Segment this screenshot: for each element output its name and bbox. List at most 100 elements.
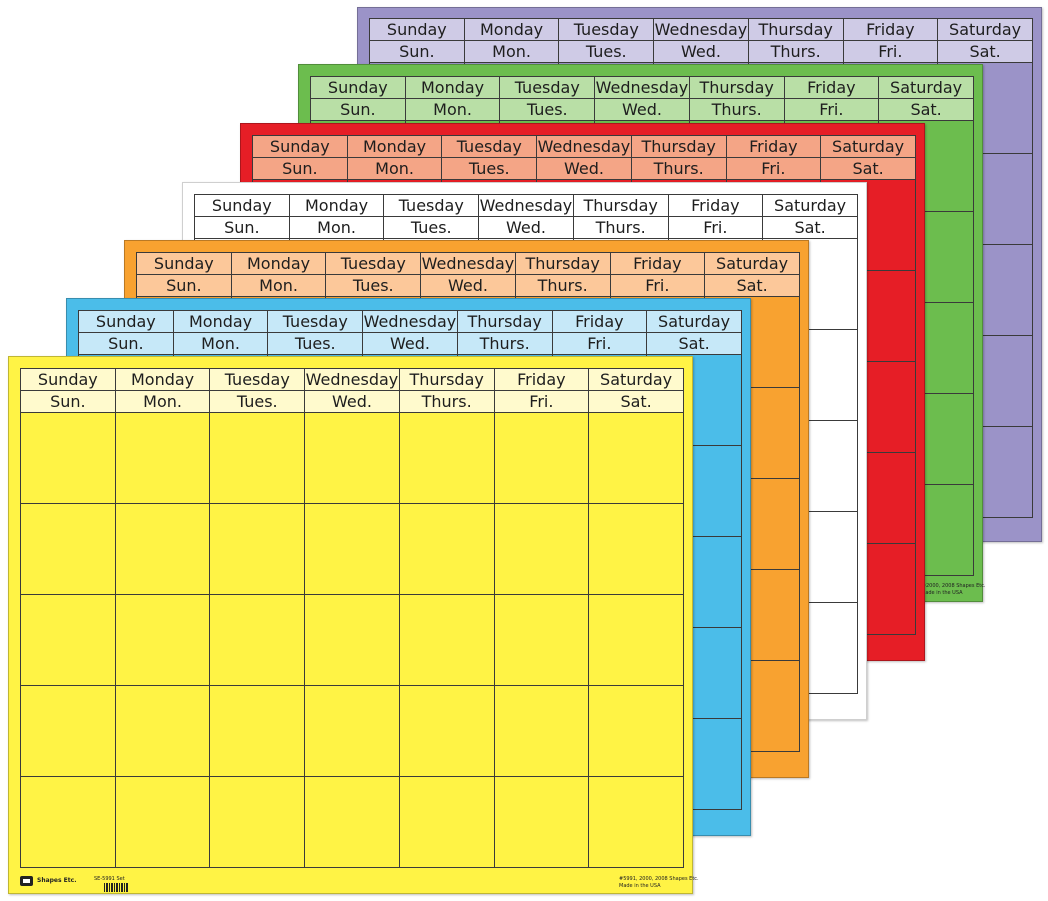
copyright-text: ©2000, 2008 Shapes Etc. [921, 583, 986, 589]
header-wed: Wed. [594, 98, 690, 121]
weekday-full-row: Sunday Monday Tuesday Wednesday Thursday… [369, 18, 1033, 41]
header-sunday: Sunday [369, 18, 465, 41]
weekday-abbr-row: Sun. Mon. Tues. Wed. Thurs. Fri. Sat. [252, 157, 916, 180]
header-sat: Sat. [762, 216, 858, 239]
weekday-abbr-row: Sun. Mon. Tues. Wed. Thurs. Fri. Sat. [369, 40, 1033, 63]
calendar-grid-yellow: Sunday Monday Tuesday Wednesday Thursday… [20, 368, 684, 868]
weekday-full-row: Sunday Monday Tuesday Wednesday Thursday… [78, 310, 742, 333]
header-fri: Fri. [725, 157, 822, 180]
header-tuesday: Tuesday [325, 252, 422, 275]
made-in-text: Made in the USA [619, 883, 661, 889]
header-wed: Wed. [362, 332, 458, 355]
header-wednesday: Wednesday [653, 18, 749, 41]
weekday-abbr-row: Sun. Mon. Tues. Wed. Thurs. Fri. Sat. [310, 98, 974, 121]
header-monday: Monday [230, 252, 327, 275]
weekday-abbr-row: Sun. Mon. Tues. Wed. Thurs. Fri. Sat. [194, 216, 858, 239]
made-in-text: Made in the USA [921, 590, 963, 596]
header-wed: Wed. [420, 274, 516, 297]
header-fri: Fri. [667, 216, 764, 239]
header-monday: Monday [346, 135, 443, 158]
header-sun: Sun. [194, 216, 290, 239]
week-row [20, 412, 684, 504]
week-row [20, 776, 684, 868]
header-sat: Sat. [937, 40, 1033, 63]
header-fri: Fri. [783, 98, 880, 121]
header-sun: Sun. [252, 157, 348, 180]
header-sunday: Sunday [78, 310, 174, 333]
header-thurs: Thurs. [456, 332, 553, 355]
header-friday: Friday [493, 368, 590, 391]
header-tues: Tues. [383, 216, 480, 239]
header-thursday: Thursday [688, 76, 785, 99]
header-tues: Tues. [558, 40, 655, 63]
header-mon: Mon. [404, 98, 501, 121]
header-tuesday: Tuesday [209, 368, 306, 391]
header-saturday: Saturday [820, 135, 916, 158]
header-thurs: Thurs. [398, 390, 495, 413]
weekday-full-row: Sunday Monday Tuesday Wednesday Thursday… [252, 135, 916, 158]
header-monday: Monday [114, 368, 211, 391]
header-sun: Sun. [369, 40, 465, 63]
brand-logo-icon [20, 876, 33, 886]
header-wednesday: Wednesday [594, 76, 690, 99]
header-mon: Mon. [230, 274, 327, 297]
week-row [20, 685, 684, 777]
week-row [20, 594, 684, 686]
header-thursday: Thursday [514, 252, 611, 275]
header-monday: Monday [404, 76, 501, 99]
header-mon: Mon. [172, 332, 269, 355]
header-friday: Friday [609, 252, 706, 275]
weekday-full-row: Sunday Monday Tuesday Wednesday Thursday… [20, 368, 684, 391]
calendar-sheet-yellow: Sunday Monday Tuesday Wednesday Thursday… [8, 356, 699, 894]
header-saturday: Saturday [878, 76, 974, 99]
header-mon: Mon. [346, 157, 443, 180]
header-sat: Sat. [820, 157, 916, 180]
header-mon: Mon. [114, 390, 211, 413]
header-tuesday: Tuesday [383, 194, 480, 217]
header-wed: Wed. [536, 157, 632, 180]
header-sat: Sat. [878, 98, 974, 121]
header-sunday: Sunday [310, 76, 406, 99]
header-saturday: Saturday [704, 252, 800, 275]
header-friday: Friday [551, 310, 648, 333]
week-row [20, 503, 684, 595]
header-wed: Wed. [478, 216, 574, 239]
header-thurs: Thurs. [514, 274, 611, 297]
header-thursday: Thursday [456, 310, 553, 333]
barcode [104, 883, 128, 892]
header-tuesday: Tuesday [267, 310, 364, 333]
header-friday: Friday [842, 18, 939, 41]
header-thurs: Thurs. [747, 40, 844, 63]
header-saturday: Saturday [762, 194, 858, 217]
header-saturday: Saturday [937, 18, 1033, 41]
header-wednesday: Wednesday [536, 135, 632, 158]
header-wednesday: Wednesday [478, 194, 574, 217]
header-thurs: Thurs. [630, 157, 727, 180]
item-number: SE-5991 Set [94, 876, 125, 882]
weekday-full-row: Sunday Monday Tuesday Wednesday Thursday… [136, 252, 800, 275]
header-fri: Fri. [493, 390, 590, 413]
header-thursday: Thursday [630, 135, 727, 158]
header-wed: Wed. [653, 40, 749, 63]
header-tuesday: Tuesday [499, 76, 596, 99]
header-friday: Friday [783, 76, 880, 99]
header-sunday: Sunday [20, 368, 116, 391]
header-wednesday: Wednesday [420, 252, 516, 275]
header-wednesday: Wednesday [304, 368, 400, 391]
header-friday: Friday [725, 135, 822, 158]
header-fri: Fri. [609, 274, 706, 297]
header-thursday: Thursday [747, 18, 844, 41]
header-saturday: Saturday [588, 368, 684, 391]
header-sun: Sun. [20, 390, 116, 413]
header-sat: Sat. [704, 274, 800, 297]
weekday-abbr-row: Sun. Mon. Tues. Wed. Thurs. Fri. Sat. [78, 332, 742, 355]
header-wed: Wed. [304, 390, 400, 413]
header-sat: Sat. [646, 332, 742, 355]
weekday-abbr-row: Sun. Mon. Tues. Wed. Thurs. Fri. Sat. [20, 390, 684, 413]
header-saturday: Saturday [646, 310, 742, 333]
header-tues: Tues. [441, 157, 538, 180]
header-sun: Sun. [78, 332, 174, 355]
header-tuesday: Tuesday [441, 135, 538, 158]
header-sun: Sun. [310, 98, 406, 121]
header-monday: Monday [172, 310, 269, 333]
